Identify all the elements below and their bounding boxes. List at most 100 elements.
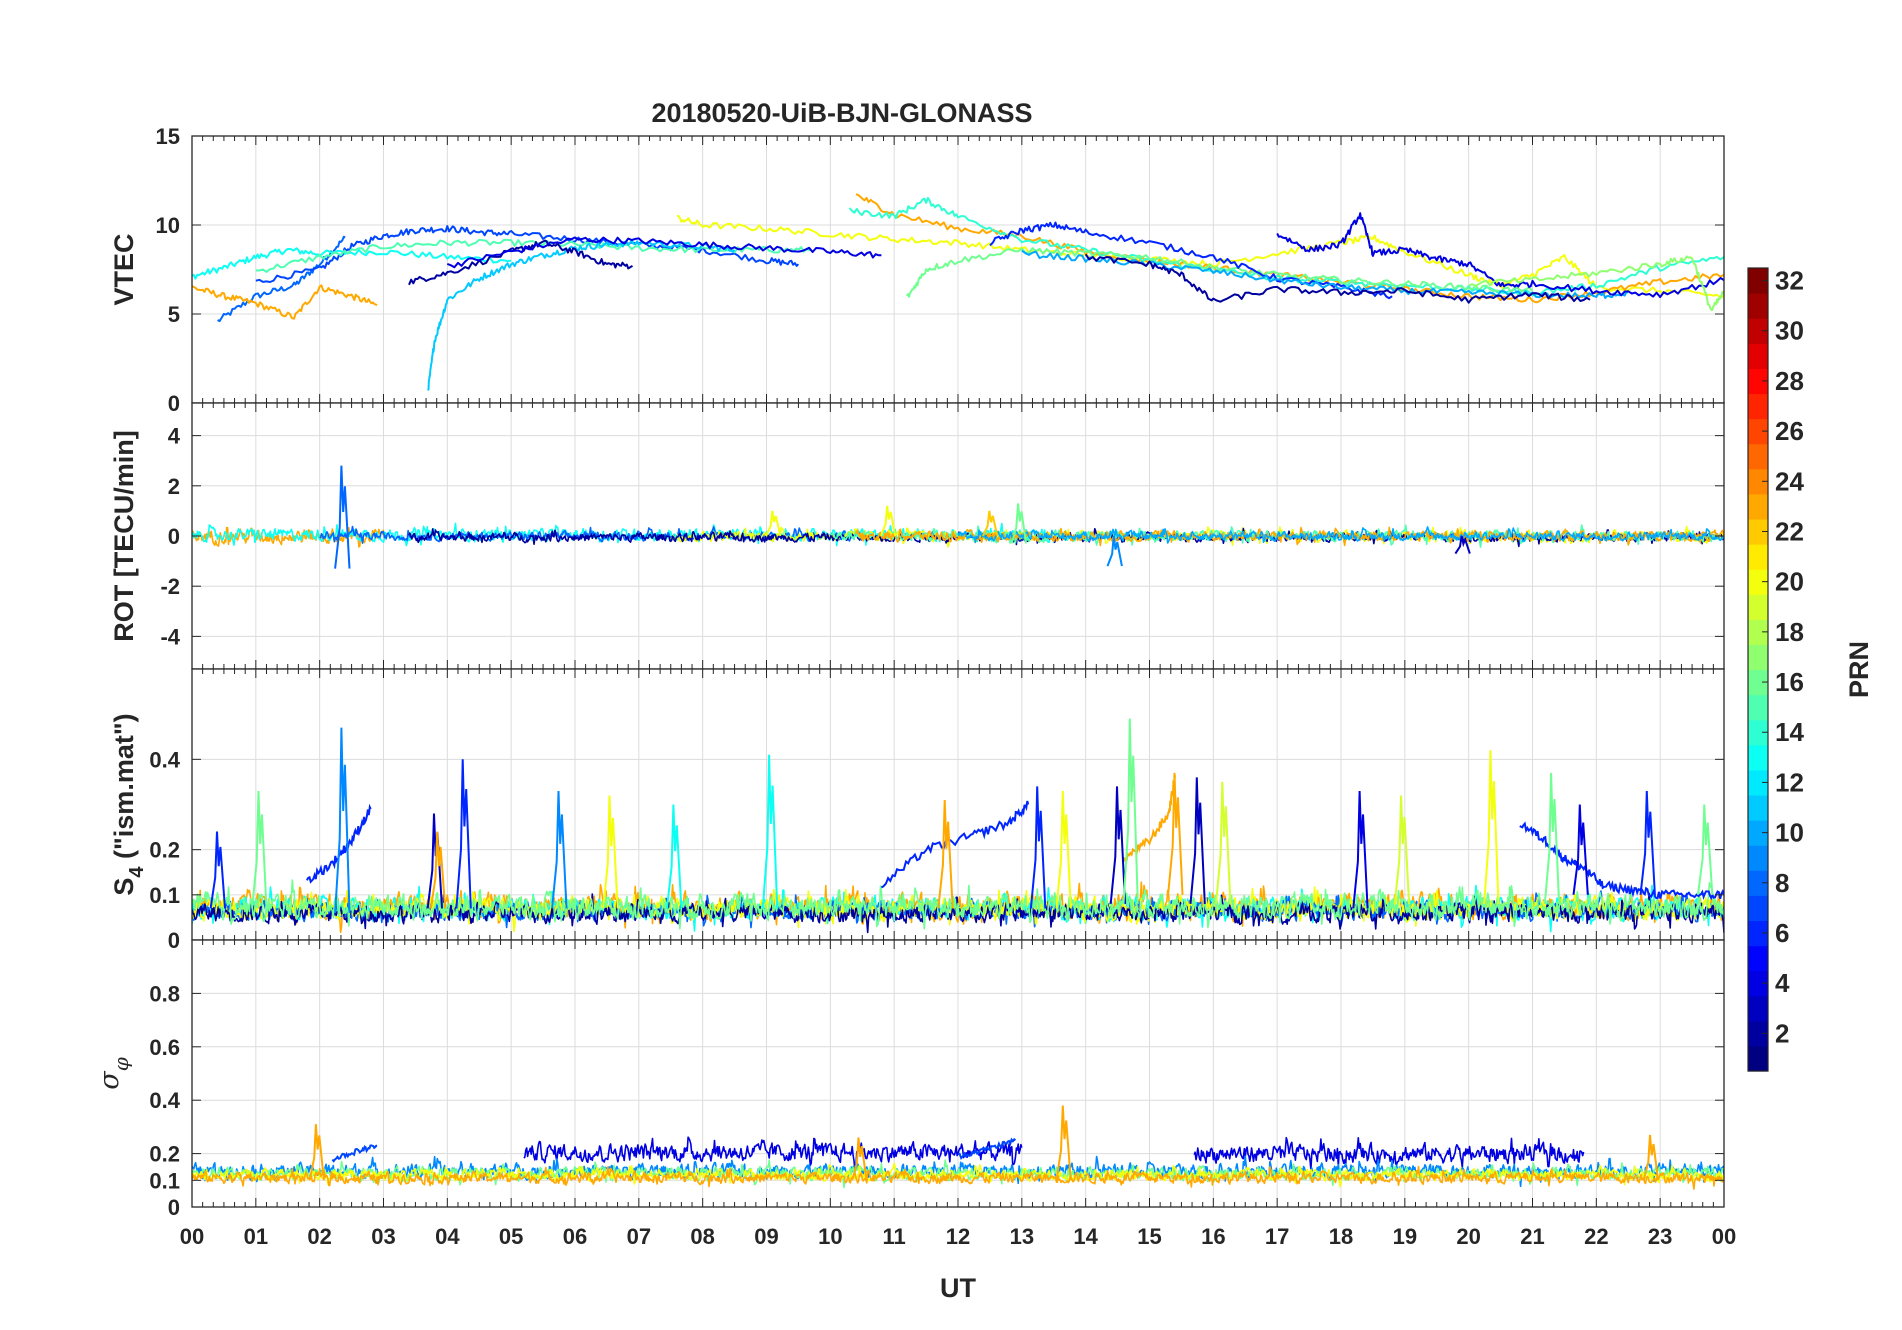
spike-prn-6 (1639, 790, 1656, 895)
spike-prn-3 (1189, 777, 1206, 904)
x-tick-label: 18 (1329, 1224, 1353, 1249)
series-prn-8 (217, 235, 346, 322)
colorbar-tick-label: 18 (1775, 617, 1804, 647)
colorbar-swatch (1748, 945, 1768, 972)
x-ticks (191, 940, 1725, 1207)
y-axis-label-subscript: φ (109, 1057, 133, 1071)
colorbar-swatch (1748, 418, 1768, 445)
colorbar-swatch (1748, 493, 1768, 520)
colorbar-swatch (1748, 1045, 1768, 1072)
colorbar-swatch (1748, 845, 1768, 871)
colorbar-swatch (1748, 293, 1768, 319)
colorbar-tick-label: 14 (1775, 717, 1804, 747)
spike-prn-6 (1029, 786, 1047, 909)
x-tick-label: 12 (946, 1224, 970, 1249)
colorbar-label: PRN (1844, 641, 1874, 698)
spike-prn-20 (879, 505, 897, 537)
colorbar-swatch (1748, 719, 1768, 746)
colorbar-swatch (1748, 518, 1768, 545)
y-tick-label: -2 (160, 574, 180, 599)
colorbar-swatch (1748, 644, 1768, 671)
y-tick-label: 0.6 (149, 1035, 180, 1060)
panel-vtec: 0 5 10 15 VTEC (109, 124, 1725, 416)
spike-prn-23 (1055, 1105, 1072, 1181)
x-tick-label: 09 (754, 1224, 778, 1249)
x-tick-label: 20 (1456, 1224, 1480, 1249)
series-prn-16 (906, 247, 1534, 298)
x-tick-label: 05 (499, 1224, 523, 1249)
series-prn-4 (446, 236, 882, 269)
arc-prn-7 (957, 1137, 1017, 1161)
y-axis-label-main: σ (94, 1070, 125, 1090)
colorbar-tick-label: 2 (1775, 1018, 1789, 1048)
colorbar-swatch (1748, 669, 1768, 696)
x-tick-label: 08 (690, 1224, 714, 1249)
x-tick-label: 00 (180, 1224, 204, 1249)
series-prn-20 (677, 215, 1724, 299)
colorbar-tick-label: 12 (1775, 767, 1804, 797)
noise-series-prn-4 (523, 1136, 1023, 1173)
colorbar-tick-label: 30 (1775, 316, 1804, 346)
colorbar-swatch (1748, 619, 1768, 645)
x-tick-label: 06 (563, 1224, 587, 1249)
spike-prn-13 (666, 804, 683, 909)
series-prn-6 (989, 221, 1393, 300)
y-tick-label: 0.4 (149, 1088, 180, 1113)
x-tick-label: 02 (307, 1224, 331, 1249)
series-prn-2 (1084, 253, 1591, 304)
colorbar-tick-label: 32 (1775, 266, 1804, 296)
y-tick-label: -4 (160, 624, 180, 649)
noise-series-prn-23 (192, 1165, 1724, 1190)
colorbar-tick-label: 26 (1775, 416, 1804, 446)
colorbar-tick-label: 20 (1775, 567, 1804, 597)
y-axis-label-rest: ("ism.mat") (109, 713, 139, 866)
x-ticks (191, 136, 1725, 403)
spike-prn-20 (765, 510, 782, 537)
colorbar-frame (1747, 267, 1769, 1072)
colorbar-swatch (1748, 1020, 1768, 1047)
series-prn-10 (1021, 249, 1629, 299)
spike-prn-16 (1543, 772, 1561, 904)
x-axis: 00 01 02 03 04 05 06 07 08 09 10 11 12 13 14 15 16 17 18 19… (180, 1224, 1736, 1249)
spike-prn-3 (1454, 535, 1471, 555)
y-axis-rot: -4 -2 0 2 4 (160, 424, 1724, 649)
arc-prn-7 (331, 1144, 378, 1163)
colorbar-tick-label: 16 (1775, 667, 1804, 697)
x-tick-label: 00 (1712, 1224, 1736, 1249)
x-tick-label: 21 (1520, 1224, 1544, 1249)
x-tick-label: 03 (371, 1224, 395, 1249)
x-tick-label: 23 (1648, 1224, 1672, 1249)
grid (192, 940, 1724, 1207)
series-prn-13 (192, 247, 512, 280)
y-tick-label: 0.4 (149, 747, 180, 772)
colorbar-swatch (1748, 895, 1768, 922)
spike-prn-23 (429, 831, 447, 909)
x-tick-label: 07 (627, 1224, 651, 1249)
colorbar-swatch (1748, 368, 1768, 395)
arc-prn-6 (306, 803, 372, 884)
y-axis-label: VTEC (109, 233, 139, 305)
y-tick-label: 0 (168, 391, 180, 416)
x-tick-label: 01 (244, 1224, 268, 1249)
spike-prn-4 (1572, 804, 1589, 895)
colorbar-swatch (1748, 970, 1768, 997)
colorbar-swatch (1748, 694, 1768, 721)
y-tick-label: 0.2 (149, 1142, 180, 1167)
colorbar-tick-label: 8 (1775, 868, 1789, 898)
y-tick-label: 0.2 (149, 838, 180, 863)
spike-prn-3 (1109, 786, 1127, 904)
spike-prn-23 (1642, 1134, 1660, 1181)
grid (192, 136, 1724, 403)
chart-title: 20180520-UiB-BJN-GLONASS (651, 98, 1032, 128)
spike-prn-19 (1393, 795, 1411, 905)
colorbar-swatch (1748, 318, 1768, 344)
noise-series-prn-20 (192, 1162, 1724, 1188)
y-axis-label: σφ (94, 1057, 133, 1089)
spike-prn-9 (1106, 535, 1123, 567)
colorbar-swatch (1748, 794, 1768, 821)
x-tick-label: 13 (1010, 1224, 1034, 1249)
spike-prn-23 (1167, 772, 1184, 895)
arc-prn-6 (1519, 821, 1724, 901)
